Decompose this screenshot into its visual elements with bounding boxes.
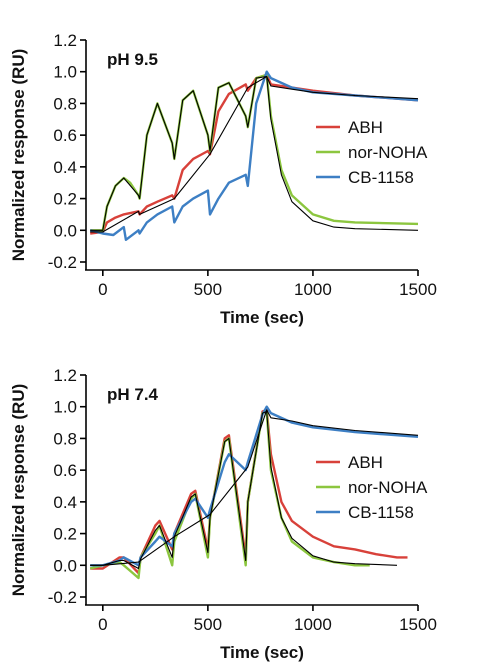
y-tick-label: 1.2 xyxy=(53,31,77,50)
legend-label: nor-NOHA xyxy=(348,143,428,162)
y-tick-label: 0.4 xyxy=(53,493,77,512)
series-line-cb-1158 xyxy=(89,70,419,242)
x-axis-title: Time (sec) xyxy=(220,643,304,662)
panel-title: pH 7.4 xyxy=(107,385,159,404)
y-tick-label: -0.2 xyxy=(48,253,77,272)
x-axis-title: Time (sec) xyxy=(220,308,304,327)
x-tick-label: 1500 xyxy=(399,280,437,299)
legend-label: ABH xyxy=(348,118,383,137)
y-tick-label: 0.2 xyxy=(53,525,77,544)
x-tick-label: 1500 xyxy=(399,615,437,634)
panel-1: -0.2 0.0 0.2 0.4 0.6 0.8 1.0 1.2 0 500 1000 1500 Tim… xyxy=(9,31,437,327)
y-tick-label: 1.0 xyxy=(53,63,77,82)
y-tick-label: 0.8 xyxy=(53,429,77,448)
panel-2: -0.2 0.0 0.2 0.4 0.6 0.8 1.0 1.2 0 500 1000 1500 Tim… xyxy=(9,366,437,662)
x-tick-label: 500 xyxy=(194,280,222,299)
y-tick-label: 0.2 xyxy=(53,190,77,209)
y-tick-label: 1.0 xyxy=(53,398,77,417)
y-tick-label: 0.0 xyxy=(53,221,77,240)
fit-line xyxy=(90,75,419,231)
panel-title: pH 9.5 xyxy=(107,50,158,69)
y-axis-title: Normalized response (RU) xyxy=(9,49,28,262)
series-line-abh xyxy=(90,73,419,235)
y-tick-label: 0.6 xyxy=(53,126,77,145)
legend-label: CB-1158 xyxy=(348,503,414,522)
y-tick-label: 0.0 xyxy=(53,556,77,575)
x-tick-label: 0 xyxy=(98,280,107,299)
legend-label: nor-NOHA xyxy=(348,478,428,497)
fit-line xyxy=(90,409,419,566)
series-line-cb-1158 xyxy=(90,405,419,567)
fit-line xyxy=(90,75,419,233)
y-tick-label: 0.8 xyxy=(53,94,77,113)
legend-label: CB-1158 xyxy=(348,168,414,187)
x-tick-label: 1000 xyxy=(294,280,332,299)
fit-line xyxy=(90,410,398,570)
y-axis-title: Normalized response (RU) xyxy=(9,384,28,597)
y-tick-label: 0.4 xyxy=(53,158,77,177)
x-tick-label: 1000 xyxy=(294,615,332,634)
x-tick-label: 0 xyxy=(98,615,107,634)
y-tick-label: -0.2 xyxy=(48,588,77,607)
legend-label: ABH xyxy=(348,453,383,472)
y-tick-label: 0.6 xyxy=(53,461,77,480)
y-tick-label: 1.2 xyxy=(53,366,77,385)
x-tick-label: 500 xyxy=(194,615,222,634)
